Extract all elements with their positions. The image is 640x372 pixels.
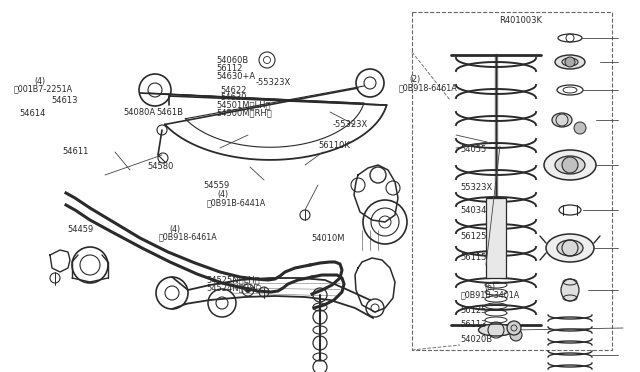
Text: (4): (4) (170, 225, 180, 234)
Text: 54080A: 54080A (123, 108, 155, 117)
Text: 54630+A: 54630+A (216, 72, 255, 81)
Text: Ⓑ001B7-2251A: Ⓑ001B7-2251A (14, 84, 73, 93)
Text: 56112: 56112 (216, 64, 243, 73)
Text: 54580: 54580 (147, 162, 173, 171)
Circle shape (507, 321, 521, 335)
Circle shape (565, 57, 575, 67)
Text: 54060B: 54060B (216, 56, 248, 65)
Text: (4): (4) (218, 190, 228, 199)
Text: R401003K: R401003K (499, 16, 542, 25)
Text: 5461B: 5461B (157, 108, 184, 117)
Text: 54459: 54459 (67, 225, 93, 234)
Text: 54524N〈RH〉: 54524N〈RH〉 (206, 284, 261, 293)
FancyBboxPatch shape (486, 198, 506, 278)
Text: 54630: 54630 (221, 93, 247, 102)
Text: ⓝ0B91B-6441A: ⓝ0B91B-6441A (207, 198, 266, 207)
Text: 56115: 56115 (461, 253, 487, 262)
Text: (2): (2) (410, 76, 421, 84)
Ellipse shape (552, 113, 572, 127)
Text: 54010M: 54010M (312, 234, 345, 243)
Ellipse shape (561, 279, 579, 301)
Text: 56125: 56125 (461, 232, 487, 241)
Text: 54622: 54622 (221, 86, 247, 94)
Text: 54034: 54034 (461, 206, 487, 215)
Text: (6): (6) (484, 283, 495, 292)
Text: 54055: 54055 (461, 145, 487, 154)
Text: ⓝ0B918-6461A: ⓝ0B918-6461A (159, 233, 218, 242)
Circle shape (574, 122, 586, 134)
Text: (4): (4) (34, 77, 45, 86)
Ellipse shape (562, 58, 578, 66)
Text: 54020B: 54020B (461, 335, 493, 344)
Ellipse shape (546, 234, 594, 262)
Ellipse shape (555, 55, 585, 69)
Text: -55323X: -55323X (333, 120, 368, 129)
Text: 54611: 54611 (63, 147, 89, 156)
Ellipse shape (479, 324, 513, 336)
Circle shape (510, 329, 522, 341)
Text: 56113: 56113 (461, 320, 487, 329)
Text: 56110K: 56110K (319, 141, 351, 150)
Circle shape (562, 157, 578, 173)
Text: ⓝ0B918-6461A: ⓝ0B918-6461A (399, 83, 458, 92)
Text: 54613: 54613 (51, 96, 77, 105)
Text: 54525N〈LH〉: 54525N〈LH〉 (206, 275, 260, 284)
Circle shape (246, 288, 250, 292)
Ellipse shape (544, 150, 596, 180)
Text: 54501M〈LH〉: 54501M〈LH〉 (216, 100, 271, 109)
Text: 54559: 54559 (204, 181, 230, 190)
Text: -55323X: -55323X (256, 78, 291, 87)
Text: 55323X: 55323X (461, 183, 493, 192)
Text: 56125: 56125 (461, 306, 487, 315)
Ellipse shape (557, 240, 583, 256)
Text: 54614: 54614 (19, 109, 45, 118)
Ellipse shape (555, 156, 585, 174)
Text: ⓝ0B91B-3401A: ⓝ0B91B-3401A (461, 290, 520, 299)
Text: 54500M〈RH〉: 54500M〈RH〉 (216, 108, 272, 117)
